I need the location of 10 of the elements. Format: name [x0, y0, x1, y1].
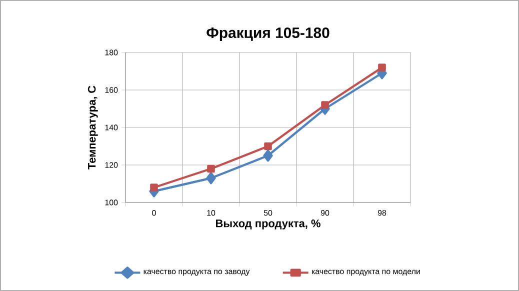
x-axis-title: Выход продукта, % [216, 220, 320, 230]
point [150, 184, 158, 192]
point [263, 150, 273, 162]
chart-title: Фракция 105-180 [206, 27, 330, 41]
point [378, 64, 386, 72]
y-axis-title: Температура, С [88, 86, 98, 170]
point [207, 164, 215, 173]
point [321, 101, 329, 109]
point [206, 172, 216, 184]
point [264, 142, 272, 150]
